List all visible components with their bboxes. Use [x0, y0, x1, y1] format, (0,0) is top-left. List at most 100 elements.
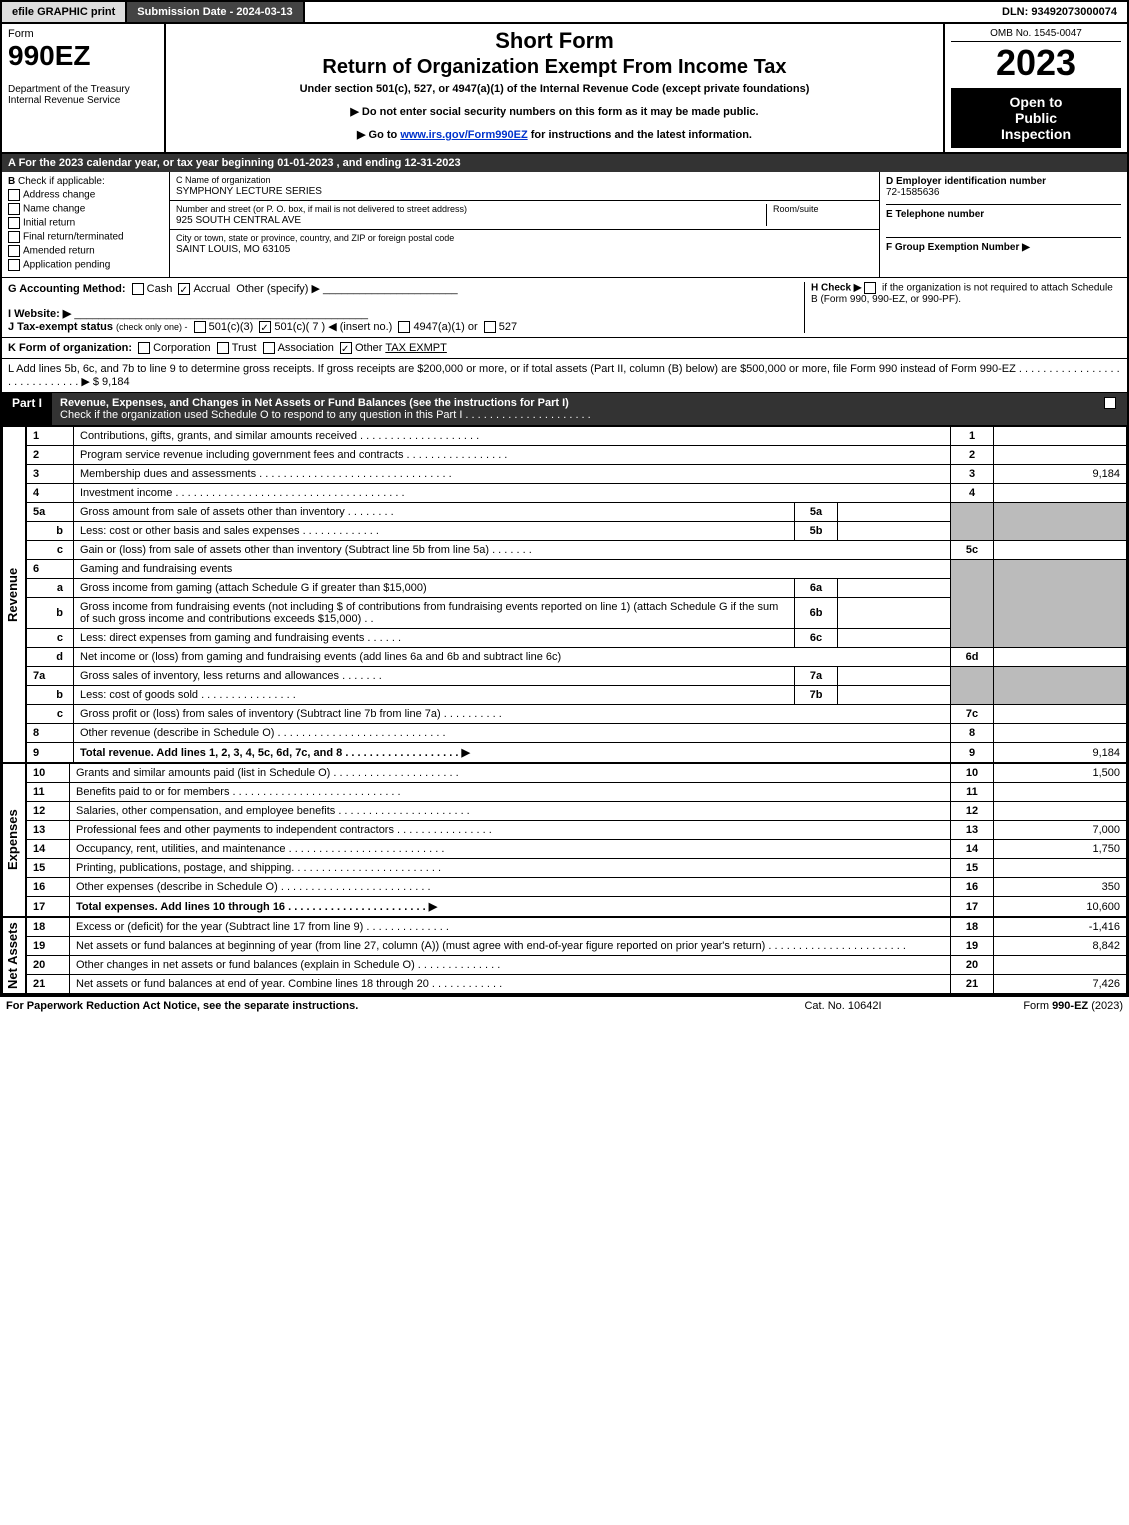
footer-form-bold: 990-EZ — [1052, 1000, 1088, 1012]
cell-street: Number and street (or P. O. box, if mail… — [170, 201, 879, 230]
opt-527: 527 — [499, 321, 517, 333]
line-13: 13Professional fees and other payments t… — [27, 821, 1127, 840]
inspect-line2: Public — [955, 110, 1117, 126]
line-6d: dNet income or (loss) from gaming and fu… — [27, 648, 1127, 667]
col-d-e-f: D Employer identification number 72-1585… — [879, 172, 1127, 277]
expenses-side-label: Expenses — [2, 763, 26, 917]
efile-print-button[interactable]: efile GRAPHIC print — [2, 2, 127, 22]
line-3: 3Membership dues and assessments . . . .… — [27, 465, 1127, 484]
revenue-side-label: Revenue — [2, 426, 26, 763]
line-a-tax-year: A For the 2023 calendar year, or tax yea… — [2, 154, 1127, 172]
section-net-assets: Net Assets 18Excess or (deficit) for the… — [2, 917, 1127, 994]
irs-link[interactable]: www.irs.gov/Form990EZ — [400, 129, 527, 141]
opt-501c3: 501(c)(3) — [209, 321, 254, 333]
section-revenue: Revenue 1Contributions, gifts, grants, a… — [2, 426, 1127, 763]
check-final-return[interactable]: Final return/terminated — [8, 231, 163, 243]
revenue-table: 1Contributions, gifts, grants, and simil… — [26, 426, 1127, 763]
line-17-desc: Total expenses. Add lines 10 through 16 … — [76, 901, 437, 913]
check-cash[interactable] — [132, 283, 144, 295]
net-assets-side-label: Net Assets — [2, 917, 26, 994]
footer-form-post: (2023) — [1088, 1000, 1123, 1012]
form-number: 990EZ — [8, 40, 158, 72]
check-trust[interactable] — [217, 342, 229, 354]
cell-city: City or town, state or province, country… — [170, 230, 879, 258]
g-label: G Accounting Method: — [8, 283, 126, 295]
check-schedule-o-part-i[interactable] — [1104, 397, 1116, 409]
check-application-pending[interactable]: Application pending — [8, 259, 163, 271]
c-label: C Name of organization — [176, 175, 271, 185]
opt-501c: 501(c)( 7 ) ◀ (insert no.) — [274, 321, 392, 333]
footer-paperwork: For Paperwork Reduction Act Notice, see … — [6, 1000, 743, 1012]
city-label: City or town, state or province, country… — [176, 233, 454, 243]
note-link-pre: ▶ Go to — [357, 129, 400, 141]
inspect-line1: Open to — [955, 94, 1117, 110]
cell-phone: E Telephone number — [886, 209, 1121, 238]
check-address-change[interactable]: Address change — [8, 189, 163, 201]
header-left: Form 990EZ Department of the Treasury In… — [2, 24, 166, 152]
line-9: 9Total revenue. Add lines 1, 2, 3, 4, 5c… — [27, 743, 1127, 763]
h-label: H Check ▶ — [811, 283, 861, 294]
check-527[interactable] — [484, 321, 496, 333]
opt-other-org: Other — [355, 342, 383, 354]
dept-label: Department of the Treasury — [8, 84, 158, 95]
line-9-desc: Total revenue. Add lines 1, 2, 3, 4, 5c,… — [80, 747, 470, 759]
check-schedule-b[interactable] — [864, 282, 876, 294]
line-17: 17Total expenses. Add lines 10 through 1… — [27, 897, 1127, 917]
check-other[interactable] — [340, 342, 352, 354]
header-center: Short Form Return of Organization Exempt… — [166, 24, 945, 152]
line-19: 19Net assets or fund balances at beginni… — [27, 937, 1127, 956]
j-sub: (check only one) - — [116, 322, 188, 332]
line-7c: cGross profit or (loss) from sales of in… — [27, 705, 1127, 724]
omb-number: OMB No. 1545-0047 — [951, 28, 1121, 42]
check-name-change-label: Name change — [23, 204, 85, 215]
footer-form-pre: Form — [1023, 1000, 1052, 1012]
room-label: Room/suite — [773, 204, 819, 214]
line-18: 18Excess or (deficit) for the year (Subt… — [27, 918, 1127, 937]
footer-form-ref: Form 990-EZ (2023) — [943, 1000, 1123, 1012]
subtitle: Under section 501(c), 527, or 4947(a)(1)… — [174, 83, 935, 95]
other-org-value: TAX EXMPT — [385, 342, 447, 354]
check-name-change[interactable]: Name change — [8, 203, 163, 215]
check-accrual[interactable] — [178, 283, 190, 295]
inspect-line3: Inspection — [955, 126, 1117, 142]
check-association[interactable] — [263, 342, 275, 354]
col-b-checkboxes: B Check if applicable: Address change Na… — [2, 172, 170, 277]
expenses-table: 10Grants and similar amounts paid (list … — [26, 763, 1127, 917]
line-12: 12Salaries, other compensation, and empl… — [27, 802, 1127, 821]
i-label: I Website: ▶ — [8, 308, 71, 320]
cell-org-name: C Name of organization SYMPHONY LECTURE … — [170, 172, 879, 201]
form-label: Form — [8, 28, 158, 40]
line-21: 21Net assets or fund balances at end of … — [27, 975, 1127, 994]
tax-year: 2023 — [951, 42, 1121, 84]
check-initial-return[interactable]: Initial return — [8, 217, 163, 229]
title-return: Return of Organization Exempt From Incom… — [174, 56, 935, 79]
note-ssn: ▶ Do not enter social security numbers o… — [174, 105, 935, 118]
row-l-gross-receipts: L Add lines 5b, 6c, and 7b to line 9 to … — [2, 359, 1127, 393]
opt-association: Association — [278, 342, 334, 354]
j-label: J Tax-exempt status — [8, 321, 113, 333]
footer-catalog: Cat. No. 10642I — [743, 1000, 943, 1012]
line-16: 16Other expenses (describe in Schedule O… — [27, 878, 1127, 897]
b-text: Check if applicable: — [18, 176, 105, 187]
part-i-desc-text: Revenue, Expenses, and Changes in Net As… — [60, 397, 569, 409]
form-990ez: efile GRAPHIC print Submission Date - 20… — [0, 0, 1129, 996]
check-501c3[interactable] — [194, 321, 206, 333]
line-5a: 5aGross amount from sale of assets other… — [27, 503, 1127, 522]
line-5c: cGain or (loss) from sale of assets othe… — [27, 541, 1127, 560]
b-label: B — [8, 176, 15, 187]
check-corporation[interactable] — [138, 342, 150, 354]
check-501c[interactable] — [259, 321, 271, 333]
d-label: D Employer identification number — [886, 176, 1046, 187]
form-header: Form 990EZ Department of the Treasury In… — [2, 24, 1127, 154]
opt-4947: 4947(a)(1) or — [413, 321, 477, 333]
check-address-change-label: Address change — [23, 190, 95, 201]
ein-value: 72-1585636 — [886, 187, 939, 198]
check-4947[interactable] — [398, 321, 410, 333]
check-application-pending-label: Application pending — [23, 260, 110, 271]
part-i-check-line: Check if the organization used Schedule … — [60, 409, 591, 421]
check-amended-return[interactable]: Amended return — [8, 245, 163, 257]
col-c-org-info: C Name of organization SYMPHONY LECTURE … — [170, 172, 879, 277]
opt-accrual: Accrual — [193, 283, 230, 295]
row-k-form-of-org: K Form of organization: Corporation Trus… — [2, 338, 1127, 359]
street-label: Number and street (or P. O. box, if mail… — [176, 204, 467, 214]
